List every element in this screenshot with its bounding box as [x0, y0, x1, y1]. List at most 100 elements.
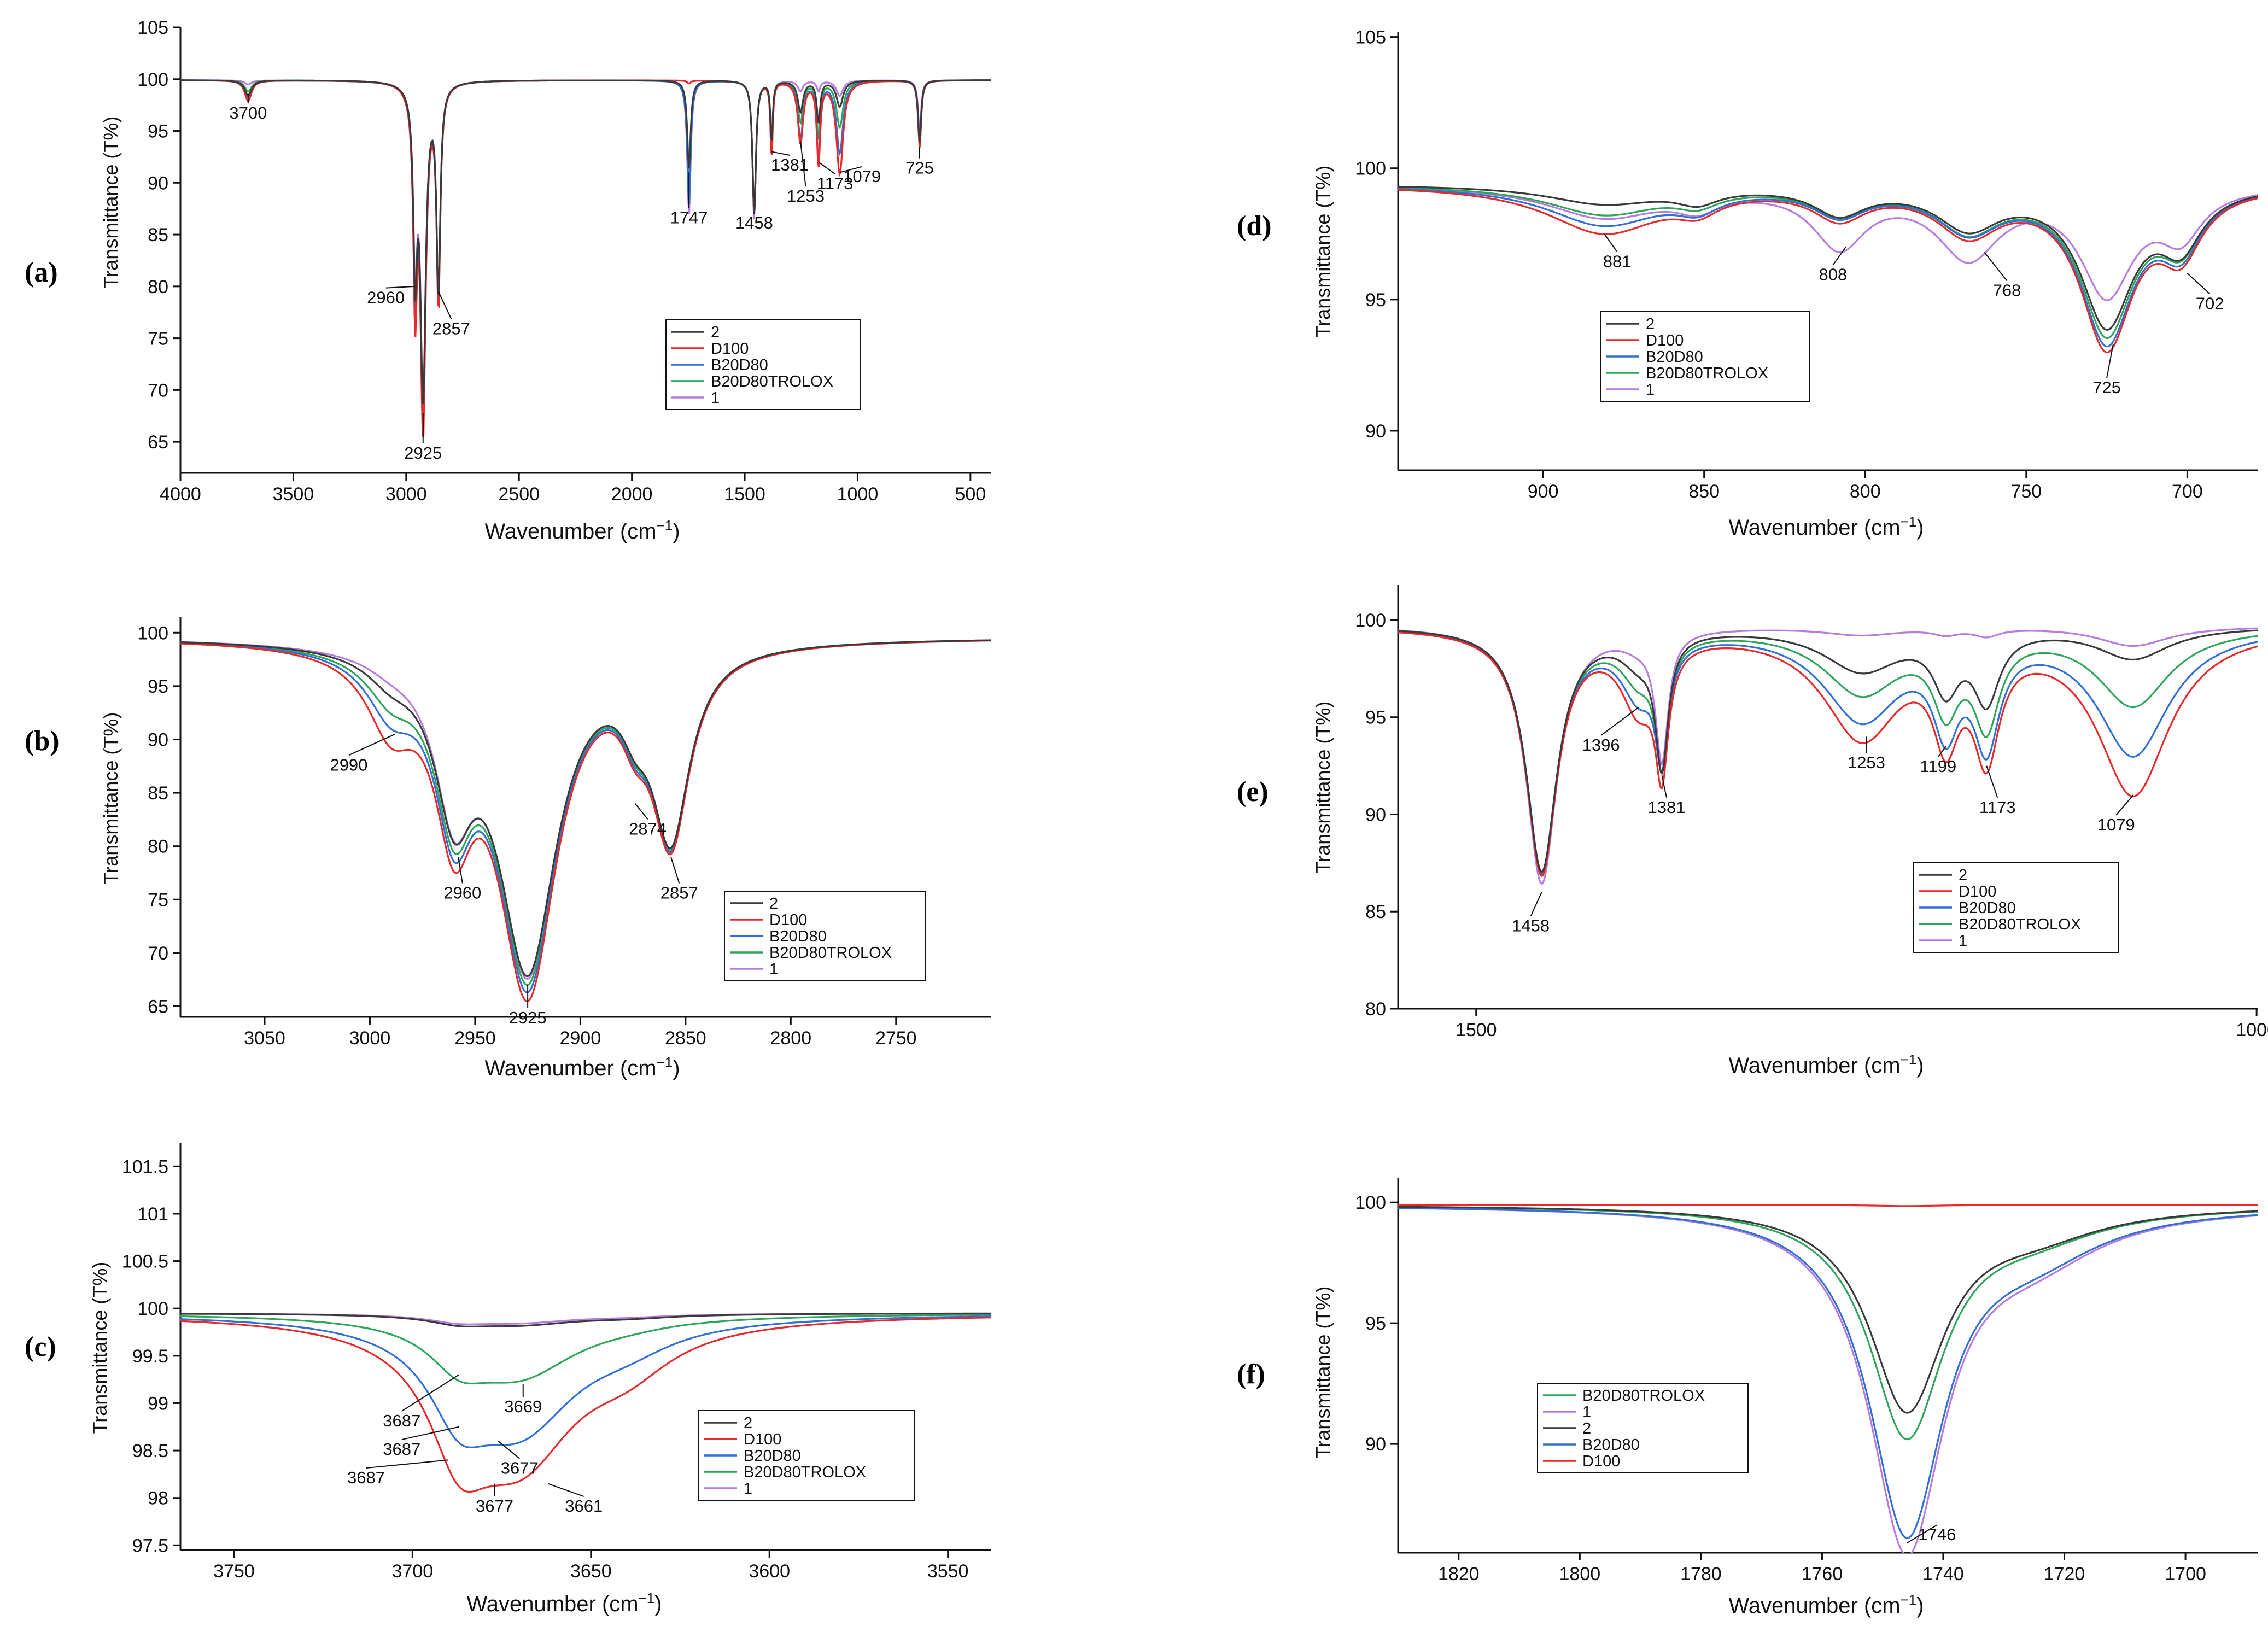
legend-entry: B20D80	[711, 356, 768, 374]
legend-entry: B20D80	[1582, 1436, 1640, 1454]
series-line-b20d80	[180, 1315, 991, 1448]
y-tick-label: 90	[1365, 421, 1386, 442]
panel-f: (f) Transmittance (T%) Wavenumber (cm−1)…	[1237, 1178, 2258, 1618]
peak-label: 725	[905, 159, 934, 178]
x-tick-label: 3650	[570, 1561, 612, 1582]
peak-label: 1173	[1979, 798, 2016, 817]
x-tick-label: 1780	[1680, 1564, 1722, 1584]
peak-label: 725	[2092, 378, 2121, 397]
peak-leader-line	[1661, 775, 1668, 798]
panel-c-xlabel: Wavenumber (cm−1)	[466, 1590, 662, 1616]
peak-label: 1458	[1512, 916, 1550, 935]
y-tick-label: 95	[148, 676, 168, 697]
x-tick-label: 3500	[273, 484, 314, 505]
legend-entry: 2	[1646, 315, 1655, 333]
panel-b-ylabel: Transmittance (T%)	[100, 712, 122, 885]
peak-leader-line	[1937, 746, 1946, 757]
series-line-b20d80trolox	[180, 1314, 991, 1385]
peak-label: 2960	[443, 884, 481, 903]
series-line-b20d80	[1398, 188, 2258, 348]
y-tick-label: 85	[148, 783, 168, 804]
peak-leader-line	[1604, 233, 1618, 253]
y-tick-label: 90	[1365, 1434, 1386, 1455]
x-tick-label: 3000	[385, 484, 427, 505]
x-tick-label: 4000	[160, 484, 201, 505]
y-tick-label: 100	[1355, 159, 1386, 179]
peak-leader-line	[1986, 765, 1998, 798]
series-line-1	[180, 79, 991, 403]
peak-leader-line	[1984, 251, 2008, 282]
series-line-d100	[1398, 631, 2258, 877]
legend-entry: B20D80	[1959, 899, 2016, 917]
peak-label: 1381	[1648, 798, 1686, 817]
series-line-2	[180, 79, 991, 405]
peak-leader-line	[634, 803, 648, 820]
peak-leader-line	[401, 1426, 459, 1441]
panel-a-xlabel: Wavenumber (cm−1)	[484, 517, 680, 543]
legend-entry: D100	[1959, 883, 1996, 900]
peak-label: 2857	[660, 884, 698, 903]
y-tick-label: 97.5	[132, 1535, 168, 1556]
peak-label: 2990	[330, 755, 367, 774]
panel-a-label: (a)	[25, 257, 58, 288]
y-tick-label: 90	[148, 729, 168, 750]
x-tick-label: 1820	[1438, 1564, 1480, 1584]
legend-entry: B20D80TROLOX	[711, 373, 833, 390]
peak-leader-line	[670, 856, 680, 884]
peak-label: 2925	[509, 1008, 547, 1027]
legend-entry: B20D80	[744, 1447, 801, 1465]
panel-f-ylabel: Transmittance (T%)	[1312, 1286, 1334, 1459]
series-line-b20d80trolox	[180, 79, 991, 416]
peak-label: 1253	[787, 186, 825, 206]
legend-entry: D100	[744, 1431, 781, 1448]
series-line-b20d80	[180, 79, 991, 426]
x-tick-label: 2950	[454, 1028, 496, 1049]
y-tick-label: 99.5	[132, 1346, 168, 1367]
panel-a: (a) Transmittance (T%) Wavenumber (cm−1)…	[25, 17, 991, 543]
panel-c-label: (c)	[25, 1331, 56, 1362]
legend-entry: 2	[1959, 867, 1967, 884]
peak-label: 2857	[432, 319, 470, 338]
y-tick-label: 100	[1355, 1192, 1386, 1213]
legend-entry: B20D80	[769, 928, 827, 945]
panel-d-xlabel: Wavenumber (cm−1)	[1728, 513, 1924, 540]
legend-entry: D100	[1646, 332, 1684, 349]
peak-label: 3687	[383, 1440, 420, 1459]
y-tick-label: 98	[148, 1488, 168, 1509]
panel-b-label: (b)	[25, 726, 60, 757]
legend-entry: D100	[711, 340, 749, 358]
panel-d: (d) Transmittance (T%) Wavenumber (cm−1)…	[1237, 27, 2258, 540]
peak-leader-line	[771, 151, 790, 156]
legend-entry: B20D80TROLOX	[1959, 916, 2081, 933]
series-line-b20d80trolox	[1398, 630, 2258, 874]
panel-d-label: (d)	[1237, 210, 1272, 242]
y-tick-label: 100	[137, 623, 168, 644]
peak-leader-line	[1832, 247, 1846, 266]
y-tick-label: 80	[148, 277, 168, 297]
peak-label: 1458	[735, 213, 773, 232]
peak-leader-line	[839, 166, 862, 173]
x-tick-label: 3750	[213, 1561, 255, 1582]
panel-e-label: (e)	[1237, 776, 1269, 808]
peak-label: 2960	[367, 288, 405, 307]
series-line-2	[1398, 185, 2258, 331]
legend-entry: B20D80TROLOX	[744, 1464, 866, 1481]
legend-entry: B20D80TROLOX	[1646, 365, 1768, 382]
peak-leader-line	[366, 1459, 448, 1469]
x-tick-label: 850	[1688, 481, 1720, 502]
peak-leader-line	[498, 1440, 520, 1459]
legend-entry: 1	[744, 1480, 752, 1498]
legend-entry: D100	[1582, 1453, 1620, 1470]
series-line-b20d80	[1398, 631, 2258, 876]
x-tick-label: 1700	[2165, 1564, 2206, 1584]
x-tick-label: 750	[2010, 481, 2042, 502]
y-tick-label: 90	[1365, 804, 1386, 825]
x-tick-label: 900	[1528, 481, 1559, 502]
legend-entry: D100	[769, 911, 807, 929]
peak-label: 3687	[347, 1468, 385, 1487]
y-tick-label: 80	[148, 837, 168, 857]
peak-leader-line	[401, 1374, 459, 1412]
y-tick-label: 98.5	[132, 1441, 168, 1461]
x-tick-label: 1000	[837, 484, 879, 505]
